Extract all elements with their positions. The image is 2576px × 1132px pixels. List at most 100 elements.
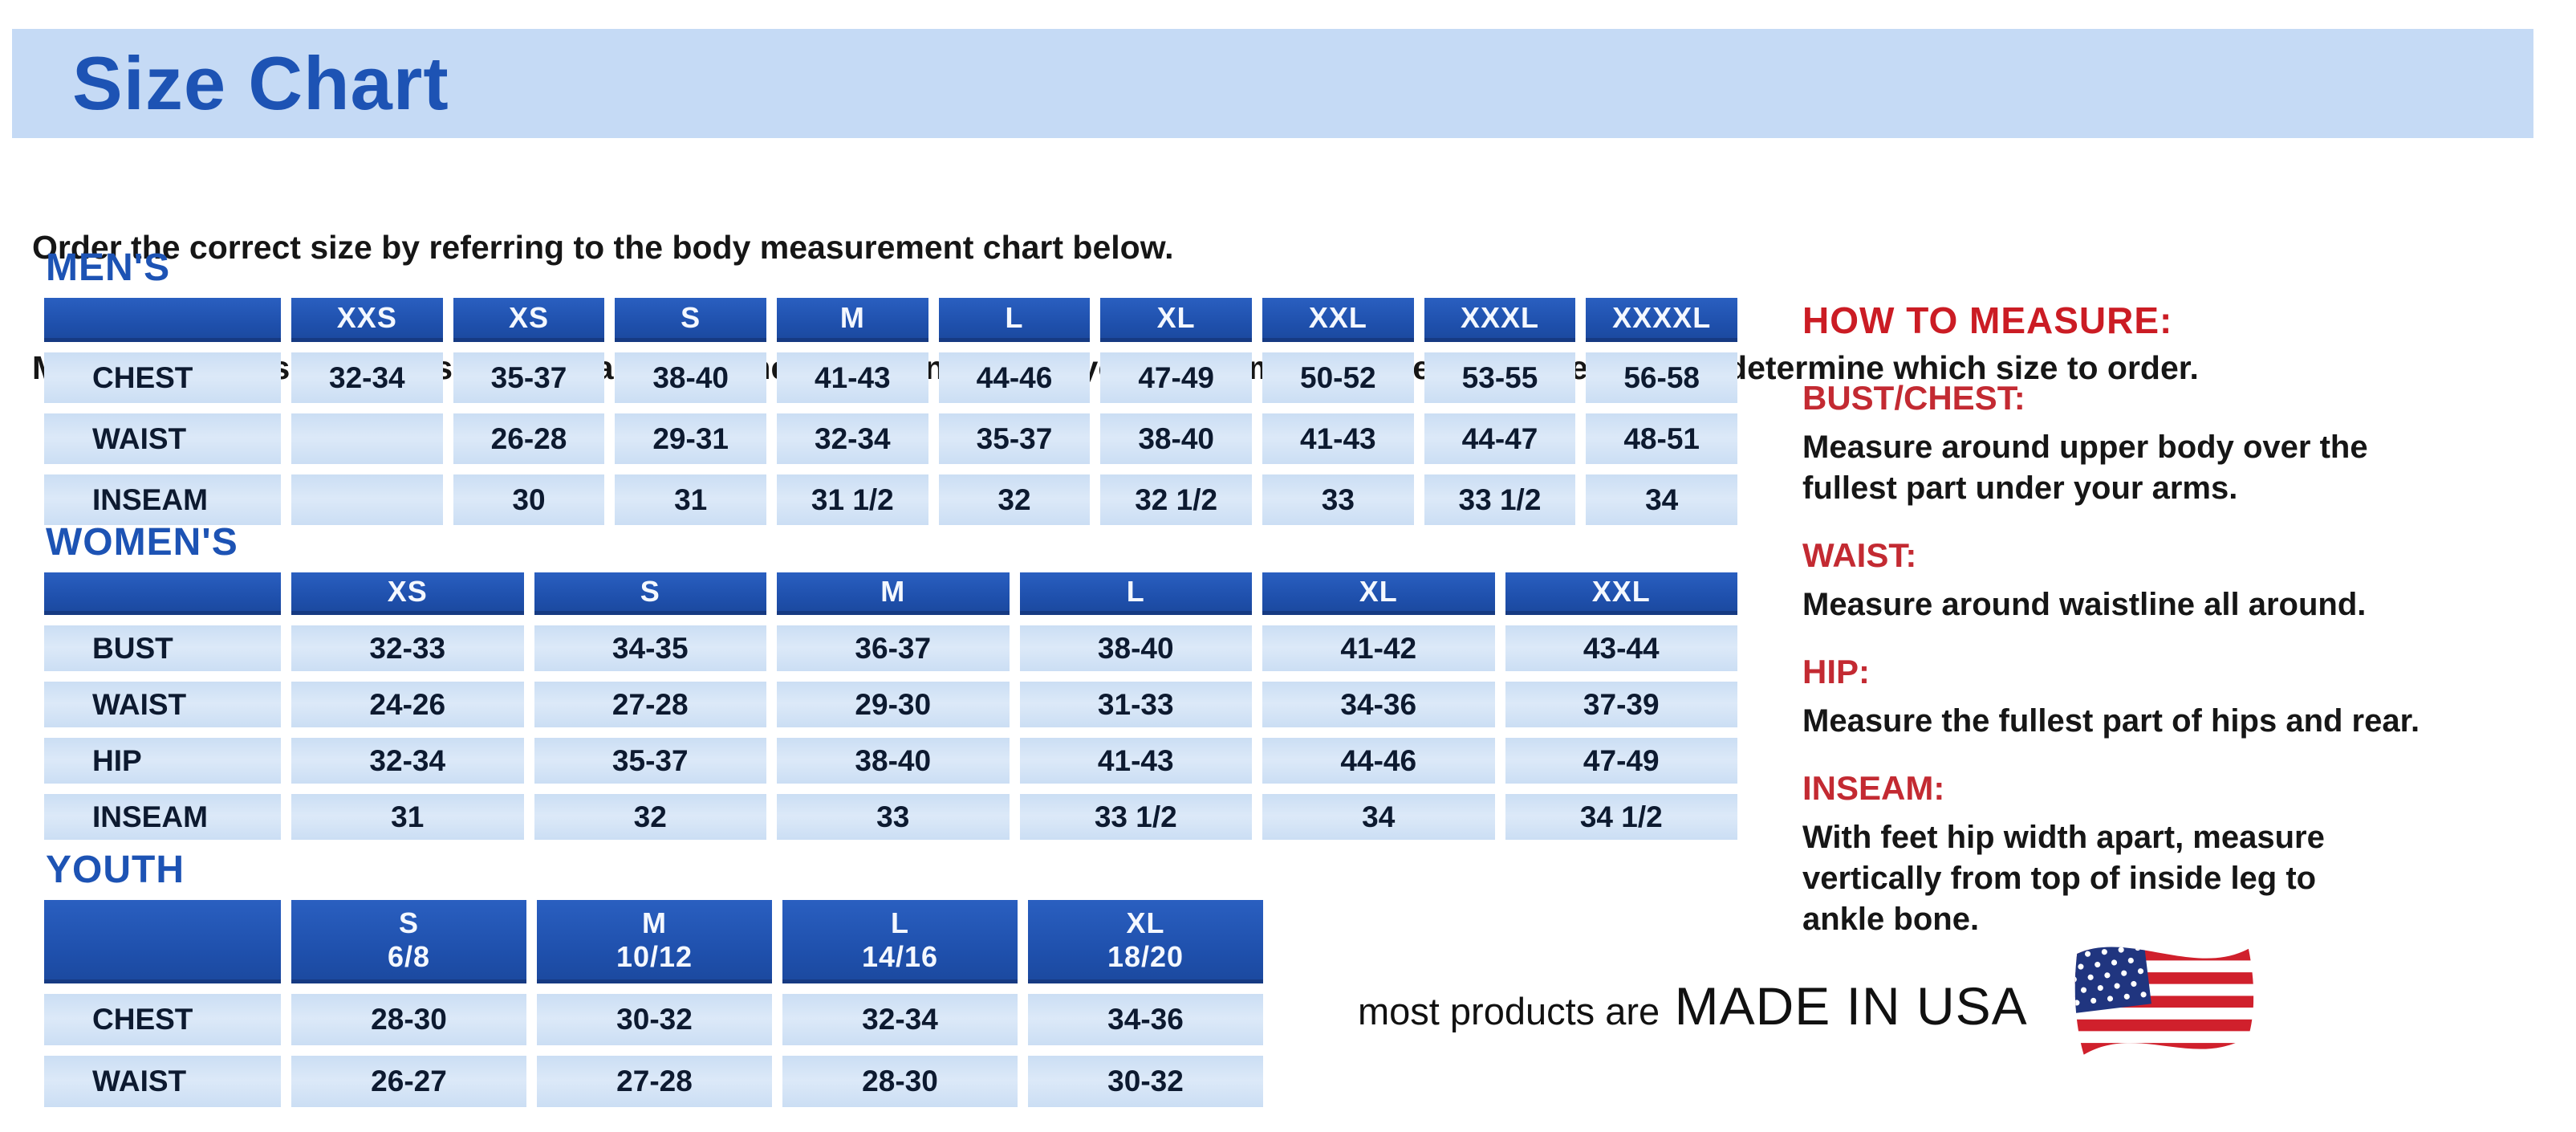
column-header-cell: S 6/8 [291, 900, 526, 983]
value-cell: 30-32 [537, 994, 772, 1045]
value-cell: 44-47 [1424, 413, 1576, 464]
corner-cell [44, 298, 281, 342]
value-cell: 36-37 [777, 625, 1010, 671]
value-cell: 50-52 [1262, 352, 1414, 403]
value-cell: 28-30 [291, 994, 526, 1045]
measure-term-label: WAIST: [1802, 536, 1917, 574]
value-cell [291, 413, 443, 464]
womens-section: WOMEN'S XS S M L XL XXL BUST 32-33 34-35 36-37 38-… [44, 520, 1737, 840]
column-header-cell: L [1019, 572, 1252, 615]
value-cell: 34-36 [1028, 994, 1263, 1045]
value-cell: 41-43 [1262, 413, 1414, 464]
value-cell: 38-40 [1100, 413, 1252, 464]
column-header-cell: XXXL [1424, 298, 1576, 342]
value-cell: 38-40 [1019, 625, 1252, 671]
value-cell: 43-44 [1505, 625, 1737, 671]
column-header-cell: L [938, 298, 1091, 342]
column-header-cell: L 14/16 [782, 900, 1018, 983]
value-cell: 28-30 [782, 1056, 1018, 1107]
value-cell: 38-40 [777, 738, 1010, 784]
value-cell: 44-46 [1262, 738, 1495, 784]
mens-section: MEN'S XXS XS S M L XL XXL XXXL XXXXL CHEST 32-34 35… [44, 246, 1737, 525]
value-cell: 31 1/2 [777, 474, 928, 525]
corner-cell [44, 900, 281, 983]
value-cell: 35-37 [938, 413, 1091, 464]
column-header-cell: XXS [291, 298, 443, 342]
youth-size-table: S 6/8 M 10/12 L 14/16 XL 18/20 CHEST 28-30 30-… [44, 900, 1263, 1107]
value-cell: 27-28 [534, 682, 766, 727]
value-cell: 48-51 [1586, 413, 1737, 464]
how-to-measure-section: HOW TO MEASURE: BUST/CHEST: Measure aroun… [1802, 299, 2576, 940]
value-cell: 27-28 [537, 1056, 772, 1107]
column-header-cell: XXL [1262, 298, 1414, 342]
value-cell: 47-49 [1505, 738, 1737, 784]
value-cell: 26-27 [291, 1056, 526, 1107]
value-cell: 41-43 [777, 352, 928, 403]
intro-line-1: Order the correct size by referring to t… [32, 229, 1174, 266]
measure-term-label: HIP: [1802, 653, 1870, 690]
value-cell: 34-36 [1262, 682, 1495, 727]
value-cell: 37-39 [1505, 682, 1737, 727]
value-cell: 41-43 [1019, 738, 1252, 784]
value-cell: 31 [291, 794, 524, 840]
measure-term-label: INSEAM: [1802, 769, 1945, 807]
value-cell: 32-34 [291, 352, 443, 403]
value-cell: 32 [534, 794, 766, 840]
how-to-measure-title: HOW TO MEASURE: [1802, 299, 2173, 341]
column-header-cell: M 10/12 [537, 900, 772, 983]
column-header-cell: S [534, 572, 766, 615]
how-to-measure-list: BUST/CHEST: Measure around upper body ove… [1802, 379, 2576, 940]
footer-emphasis: MADE IN USA [1674, 976, 2028, 1036]
value-cell: 32 [938, 474, 1091, 525]
column-header-cell: M [777, 298, 928, 342]
mens-size-table: XXS XS S M L XL XXL XXXL XXXXL CHEST 32-34 35-37 38-… [44, 298, 1737, 525]
made-in-usa-text: most products are MADE IN USA [1358, 975, 2028, 1036]
value-cell: 33 1/2 [1019, 794, 1252, 840]
youth-section: YOUTH S 6/8 M 10/12 L 14/16 XL 18/20 CHEST 28… [44, 848, 1263, 1107]
title-bar: Size Chart [12, 29, 2533, 138]
column-header-cell: XS [291, 572, 524, 615]
value-cell: 53-55 [1424, 352, 1576, 403]
value-cell: 34 [1586, 474, 1737, 525]
row-label-cell: HIP [44, 738, 281, 784]
value-cell: 32-34 [777, 413, 928, 464]
measure-instruction-text: Measure the fullest part of hips and rea… [1802, 703, 2420, 739]
value-cell: 30 [453, 474, 605, 525]
us-flag-icon [2074, 947, 2253, 1055]
value-cell: 34 [1262, 794, 1495, 840]
measure-instruction-text: Measure around upper body over the fulle… [1802, 430, 2368, 506]
corner-cell [44, 572, 281, 615]
value-cell: 35-37 [453, 352, 605, 403]
value-cell [291, 474, 443, 525]
measure-instruction-text: Measure around waistline all around. [1802, 587, 2367, 622]
row-label-cell: INSEAM [44, 474, 281, 525]
value-cell: 32-34 [291, 738, 524, 784]
value-cell: 33 [1262, 474, 1414, 525]
row-label-cell: CHEST [44, 352, 281, 403]
value-cell: 26-28 [453, 413, 605, 464]
row-label-cell: WAIST [44, 1056, 281, 1107]
row-label-cell: INSEAM [44, 794, 281, 840]
measure-instruction-text: With feet hip width apart, measure verti… [1802, 820, 2325, 937]
column-header-cell: XL [1100, 298, 1252, 342]
value-cell: 29-31 [615, 413, 766, 464]
column-header-cell: S [615, 298, 766, 342]
value-cell: 56-58 [1586, 352, 1737, 403]
column-header-cell: XL [1262, 572, 1495, 615]
value-cell: 32-33 [291, 625, 524, 671]
column-header-cell: XXL [1505, 572, 1737, 615]
value-cell: 30-32 [1028, 1056, 1263, 1107]
value-cell: 35-37 [534, 738, 766, 784]
column-header-cell: XXXXL [1586, 298, 1737, 342]
column-header-cell: XL 18/20 [1028, 900, 1263, 983]
section-label-womens: WOMEN'S [46, 521, 238, 564]
column-header-cell: M [777, 572, 1010, 615]
value-cell: 29-30 [777, 682, 1010, 727]
section-label-mens: MEN'S [46, 246, 171, 289]
value-cell: 24-26 [291, 682, 524, 727]
value-cell: 32 1/2 [1100, 474, 1252, 525]
value-cell: 34-35 [534, 625, 766, 671]
row-label-cell: WAIST [44, 682, 281, 727]
value-cell: 32-34 [782, 994, 1018, 1045]
row-label-cell: BUST [44, 625, 281, 671]
